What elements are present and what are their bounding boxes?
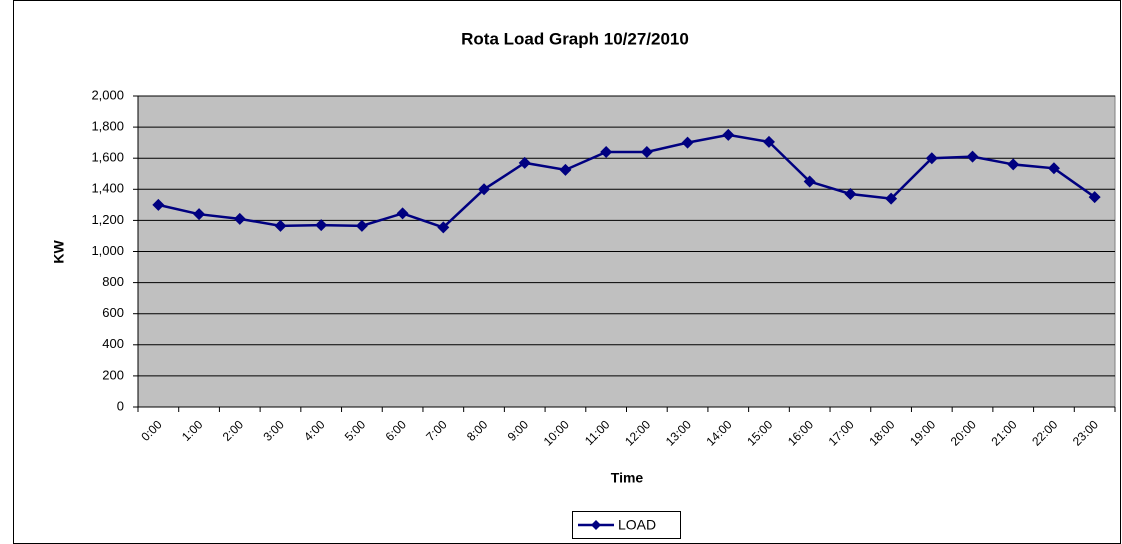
- y-tick-label: 2,000: [91, 87, 124, 102]
- y-tick-label: 1,000: [91, 243, 124, 258]
- data-point: [559, 163, 572, 176]
- legend-marker: [591, 520, 601, 530]
- data-point: [681, 136, 694, 149]
- y-tick-label: 1,200: [91, 212, 124, 227]
- y-tick-label: 0: [117, 398, 124, 413]
- y-tick-label: 1,400: [91, 181, 124, 196]
- data-point: [803, 175, 816, 188]
- data-point: [1047, 162, 1060, 175]
- data-point: [722, 128, 735, 141]
- y-tick-label: 800: [102, 274, 124, 289]
- data-point: [1007, 158, 1020, 171]
- data-point: [600, 145, 613, 158]
- data-point: [233, 212, 246, 225]
- data-point: [844, 187, 857, 200]
- y-tick-label: 1,800: [91, 119, 124, 134]
- data-point: [966, 150, 979, 163]
- data-point: [315, 219, 328, 232]
- y-tick-label: 400: [102, 336, 124, 351]
- y-axis-title: KW: [51, 240, 67, 264]
- data-point: [437, 221, 450, 234]
- data-point: [925, 152, 938, 165]
- data-point: [885, 192, 898, 205]
- legend-label: LOAD: [618, 517, 656, 533]
- data-line: [158, 133, 1096, 229]
- chart-title: Rota Load Graph 10/27/2010: [461, 29, 689, 48]
- data-point: [193, 208, 206, 221]
- data-point: [274, 219, 287, 232]
- y-tick-label: 200: [102, 367, 124, 382]
- data-point: [762, 135, 775, 148]
- data-point: [1088, 191, 1101, 204]
- data-point: [355, 219, 368, 232]
- data-point: [478, 183, 491, 196]
- y-tick-label: 1,600: [91, 150, 124, 165]
- data-point: [518, 156, 531, 169]
- data-point: [396, 207, 409, 220]
- data-point: [640, 145, 653, 158]
- x-axis-title: Time: [611, 470, 644, 486]
- data-point: [152, 198, 165, 211]
- y-tick-label: 600: [102, 305, 124, 320]
